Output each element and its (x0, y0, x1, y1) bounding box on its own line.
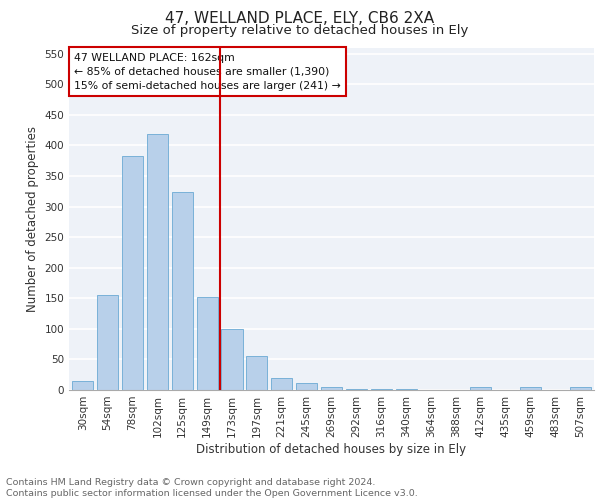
Text: Size of property relative to detached houses in Ely: Size of property relative to detached ho… (131, 24, 469, 37)
Bar (520, 387, 541, 390)
Bar (346, 389, 367, 390)
Bar (296, 382, 317, 390)
Bar (470, 387, 491, 390)
Bar (122, 156, 143, 390)
Bar (147, 134, 168, 390)
Bar (72, 381, 93, 390)
Text: 47, WELLAND PLACE, ELY, CB6 2XA: 47, WELLAND PLACE, ELY, CB6 2XA (166, 11, 434, 26)
Bar (221, 329, 242, 390)
Text: Contains HM Land Registry data © Crown copyright and database right 2024.
Contai: Contains HM Land Registry data © Crown c… (6, 478, 418, 498)
Bar (371, 389, 392, 390)
Bar (197, 297, 218, 390)
X-axis label: Distribution of detached houses by size in Ely: Distribution of detached houses by size … (196, 442, 467, 456)
Bar (172, 192, 193, 390)
Bar (246, 356, 268, 390)
Y-axis label: Number of detached properties: Number of detached properties (26, 126, 39, 312)
Bar (570, 387, 591, 390)
Bar (97, 295, 118, 390)
Bar (271, 378, 292, 390)
Text: 47 WELLAND PLACE: 162sqm
← 85% of detached houses are smaller (1,390)
15% of sem: 47 WELLAND PLACE: 162sqm ← 85% of detach… (74, 52, 341, 90)
Bar (321, 387, 342, 390)
